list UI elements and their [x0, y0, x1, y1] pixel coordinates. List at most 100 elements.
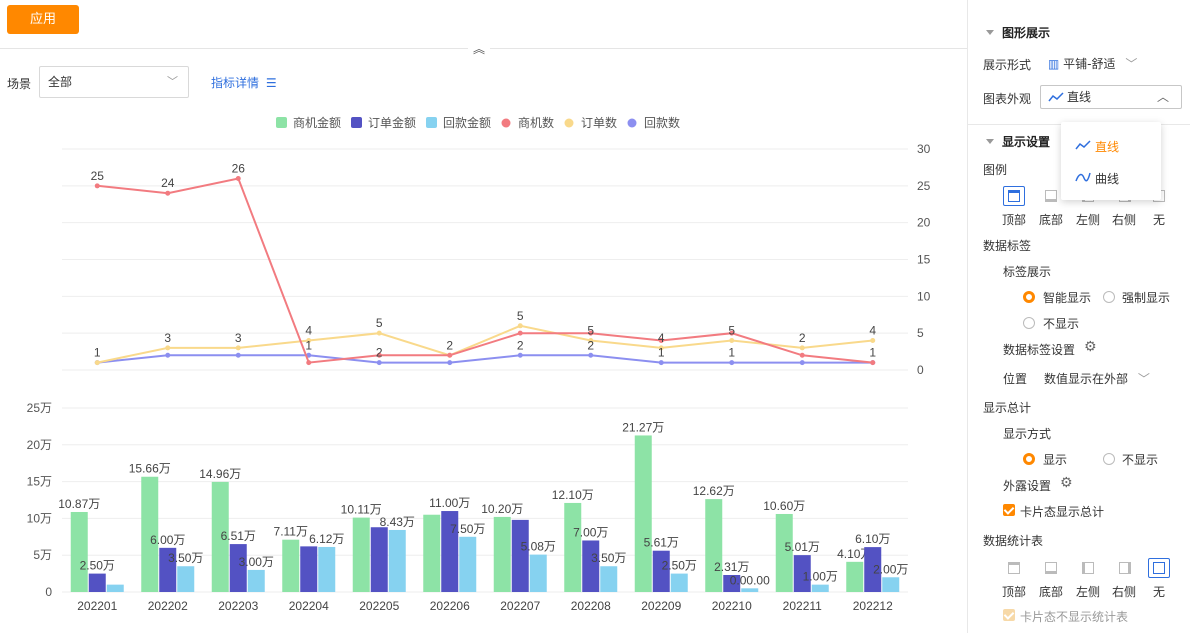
line-point: [376, 330, 382, 336]
line-point: [165, 190, 171, 196]
collapse-caret-icon[interactable]: [986, 30, 994, 35]
data-label: 2.31万: [714, 560, 749, 574]
line-point: [588, 352, 594, 358]
show-total-label: 显示: [1043, 453, 1068, 467]
data-label: 1: [658, 346, 665, 360]
y-tick-label: 10万: [27, 511, 52, 525]
stat-right-button[interactable]: [1114, 558, 1136, 578]
chart-workspace: 应用 ︽ 场景 全部 ﹀ 指标详情 ☰ 商机金额 订单金额 回款金额 商机数 订单数 回款…: [0, 5, 967, 613]
display-form-label: 展示形式: [983, 58, 1032, 72]
bar: [318, 546, 336, 592]
legend-label: 订单金额: [368, 115, 416, 130]
radio-show-total[interactable]: [1023, 453, 1035, 465]
y-tick-label: 20: [917, 216, 931, 230]
line-point: [870, 360, 876, 366]
y-tick-label: 10: [917, 289, 931, 303]
legend-swatch: [351, 117, 362, 128]
bar: [600, 566, 618, 592]
position-label: 位置: [1003, 372, 1028, 386]
list-icon: ☰: [265, 76, 277, 90]
legend-bottom-button[interactable]: [1040, 186, 1062, 206]
stat-top-button[interactable]: [1003, 558, 1025, 578]
line-point: [799, 345, 805, 351]
y-tick-label: 5: [917, 326, 924, 340]
stat-left-label: 左侧: [1075, 585, 1100, 599]
gear-icon[interactable]: ⚙: [1084, 339, 1097, 355]
bar: [723, 574, 741, 592]
stat-right-label: 右侧: [1111, 585, 1136, 599]
legend-swatch: [564, 118, 574, 128]
radio-no-display[interactable]: [1023, 317, 1035, 329]
card-total-label: 卡片态显示总计: [1020, 505, 1105, 519]
data-label: 21.27万: [622, 420, 664, 434]
collapse-icon[interactable]: ︽: [468, 40, 490, 58]
line-point: [447, 360, 453, 366]
legend-right-label: 右侧: [1111, 213, 1136, 227]
bar: [705, 499, 723, 592]
bar: [493, 516, 511, 592]
legend-label: 商机金额: [293, 115, 341, 130]
data-label: 6.00万: [150, 533, 185, 547]
x-tick-label: 202212: [853, 599, 893, 613]
display-form-value: 平铺-舒适: [1063, 57, 1116, 71]
radio-hide-total[interactable]: [1103, 453, 1115, 465]
data-label: 15.66万: [129, 462, 171, 476]
series-line: [97, 324, 873, 364]
line-point: [729, 360, 735, 366]
bar: [741, 588, 759, 592]
line-point: [235, 352, 241, 358]
data-label: 12.10万: [552, 488, 594, 502]
data-label: 1: [728, 346, 735, 360]
x-tick-label: 202207: [500, 599, 540, 613]
gear-icon[interactable]: ⚙: [1060, 475, 1073, 491]
data-label: 2: [517, 338, 524, 352]
card-total-checkbox[interactable]: [1003, 504, 1015, 516]
bar: [352, 517, 370, 592]
position-select[interactable]: 数值显示在外部 ﹀: [1044, 370, 1150, 387]
display-form-select[interactable]: ▥ 平铺-舒适 ﹀: [1048, 55, 1137, 72]
stat-left-button[interactable]: [1077, 558, 1099, 578]
stat-none-button[interactable]: [1148, 558, 1170, 578]
legend-top-button[interactable]: [1003, 186, 1025, 206]
line-point: [588, 330, 594, 336]
x-tick-label: 202203: [218, 599, 258, 613]
stat-bottom-button[interactable]: [1040, 558, 1062, 578]
data-label: 5.61万: [644, 536, 679, 550]
bar: [634, 435, 652, 592]
line-point: [376, 352, 382, 358]
radio-force-display[interactable]: [1103, 291, 1115, 303]
data-label: 5.08万: [521, 540, 556, 554]
option-curve-line[interactable]: 曲线: [1095, 172, 1120, 186]
indicator-detail-link[interactable]: 指标详情 ☰: [211, 74, 277, 91]
data-label: 2.00万: [873, 562, 908, 576]
x-tick-label: 202202: [148, 599, 188, 613]
line-point: [658, 360, 664, 366]
option-straight-line[interactable]: 直线: [1095, 140, 1120, 154]
data-label: 5: [728, 324, 735, 338]
line-point: [235, 345, 241, 351]
data-label: 5: [517, 309, 524, 323]
bar: [177, 566, 195, 592]
legend-label: 订单数: [581, 115, 617, 130]
x-tick-label: 202201: [77, 599, 117, 613]
bar: [864, 547, 882, 592]
bar: [511, 519, 529, 592]
scene-select[interactable]: 全部 ﹀: [39, 66, 189, 98]
line-point: [799, 352, 805, 358]
bar-chart-icon: ▥: [1048, 57, 1060, 71]
radio-smart-display[interactable]: [1023, 291, 1035, 303]
legend-top-label: 顶部: [1001, 213, 1026, 227]
data-label: 10.11万: [341, 503, 382, 517]
position-value: 数值显示在外部: [1044, 372, 1129, 386]
bar: [423, 514, 441, 592]
chevron-down-icon: ﹀: [1125, 57, 1138, 71]
data-label-settings: 数据标签设置: [1003, 343, 1076, 357]
appearance-select[interactable]: 直线 ︿: [1040, 85, 1182, 109]
legend-none-label: 无: [1152, 213, 1165, 227]
data-label: 12.62万: [693, 484, 735, 498]
bar: [229, 544, 247, 592]
data-label: 6.12万: [309, 532, 344, 546]
apply-button[interactable]: 应用: [7, 5, 79, 34]
collapse-caret-icon[interactable]: [986, 139, 994, 144]
legend-bottom-label: 底部: [1038, 213, 1063, 227]
